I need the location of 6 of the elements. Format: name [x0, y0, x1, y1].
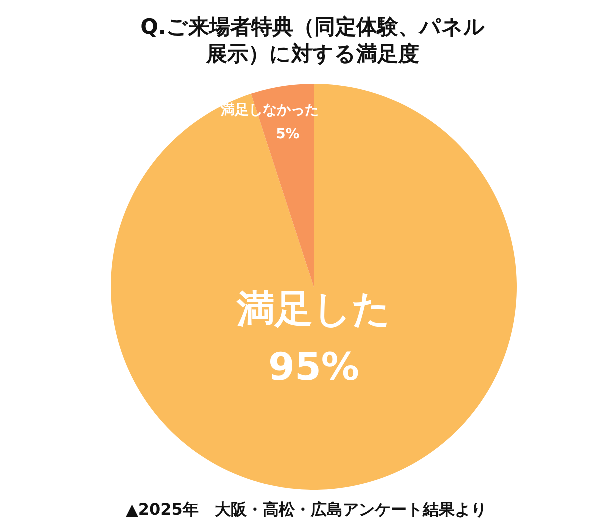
data-label: 5% — [276, 126, 300, 143]
text: ▲2025年 大阪・高松・広島アンケート結果より — [125, 500, 488, 521]
data-label: 95% — [268, 345, 360, 389]
slice-label: 満足した — [236, 287, 391, 331]
chart-title: Q.ご来場者特典（同定体験、パネル展示）に対する満足度 — [140, 14, 486, 68]
slice-label: 満足しなかった — [220, 102, 319, 119]
